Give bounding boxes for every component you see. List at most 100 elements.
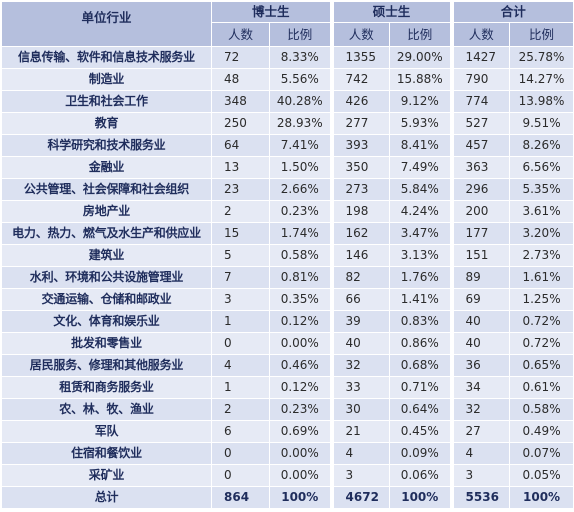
master-count-cell: 21 bbox=[329, 420, 391, 443]
total-ratio-cell: 9.51% bbox=[509, 112, 574, 135]
phd-ratio-cell: 1.74% bbox=[268, 222, 333, 245]
master-ratio-cell: 1.41% bbox=[389, 288, 453, 311]
total-ratio-cell: 3.20% bbox=[509, 222, 574, 245]
phd-count-cell: 0 bbox=[211, 442, 270, 465]
industry-cell: 军队 bbox=[1, 420, 212, 443]
master-ratio-cell: 0.86% bbox=[389, 332, 453, 355]
industry-cell: 文化、体育和娱乐业 bbox=[1, 310, 212, 333]
industry-cell: 金融业 bbox=[1, 156, 212, 179]
table-row: 住宿和餐饮业 0 0.00% 4 0.09% 4 0.07% bbox=[1, 442, 574, 465]
phd-ratio-cell: 0.23% bbox=[268, 398, 333, 421]
master-count-cell: 30 bbox=[329, 398, 391, 421]
master-count-cell: 350 bbox=[329, 156, 391, 179]
phd-ratio-cell: 8.33% bbox=[268, 46, 333, 69]
total-count-cell: 1427 bbox=[449, 46, 511, 69]
industry-cell: 交通运输、仓储和邮政业 bbox=[1, 288, 212, 311]
phd-ratio-cell: 0.23% bbox=[268, 200, 333, 223]
industry-cell: 租赁和商务服务业 bbox=[1, 376, 212, 399]
total-count-cell: 457 bbox=[449, 134, 511, 157]
industry-cell: 科学研究和技术服务业 bbox=[1, 134, 212, 157]
phd-ratio-cell: 40.28% bbox=[268, 90, 333, 113]
industry-cell: 水利、环境和公共设施管理业 bbox=[1, 266, 212, 289]
phd-count-cell: 2 bbox=[211, 398, 270, 421]
table-row: 制造业 48 5.56% 742 15.88% 790 14.27% bbox=[1, 68, 574, 91]
master-count-cell: 277 bbox=[329, 112, 391, 135]
phd-ratio-cell: 0.58% bbox=[268, 244, 333, 267]
total-ratio-cell: 13.98% bbox=[509, 90, 574, 113]
table-row: 农、林、牧、渔业 2 0.23% 30 0.64% 32 0.58% bbox=[1, 398, 574, 421]
total-ratio-cell: 1.25% bbox=[509, 288, 574, 311]
total-count-cell: 774 bbox=[449, 90, 511, 113]
table-row: 公共管理、社会保障和社会组织 23 2.66% 273 5.84% 296 5.35% bbox=[1, 178, 574, 201]
phd-count-cell: 0 bbox=[211, 332, 270, 355]
industry-cell: 卫生和社会工作 bbox=[1, 90, 212, 113]
master-count-cell: 82 bbox=[329, 266, 391, 289]
master-group-header: 硕士生 bbox=[329, 1, 453, 23]
total-count-cell: 527 bbox=[449, 112, 511, 135]
total-count-cell: 89 bbox=[449, 266, 511, 289]
table-row: 电力、热力、燃气及水生产和供应业 15 1.74% 162 3.47% 177 3.20% bbox=[1, 222, 574, 245]
master-ratio-header: 比例 bbox=[389, 22, 453, 47]
industry-cell: 信息传输、软件和信息技术服务业 bbox=[1, 46, 212, 69]
total-ratio-cell: 0.72% bbox=[509, 332, 574, 355]
master-count-cell: 32 bbox=[329, 354, 391, 377]
total-ratio-cell: 14.27% bbox=[509, 68, 574, 91]
industry-cell: 房地产业 bbox=[1, 200, 212, 223]
master-ratio-cell: 1.76% bbox=[389, 266, 453, 289]
master-count-cell: 33 bbox=[329, 376, 391, 399]
phd-group-header: 博士生 bbox=[210, 1, 333, 23]
phd-ratio-cell: 28.93% bbox=[268, 112, 333, 135]
table-body: 信息传输、软件和信息技术服务业 72 8.33% 1355 29.00% 1427 25.7… bbox=[1, 46, 574, 509]
table-row: 科学研究和技术服务业 64 7.41% 393 8.41% 457 8.26% bbox=[1, 134, 574, 157]
total-ratio-cell: 3.61% bbox=[509, 200, 574, 223]
total-ratio-cell: 0.72% bbox=[509, 310, 574, 333]
phd-ratio-cell: 0.12% bbox=[268, 310, 333, 333]
phd-count-cell: 13 bbox=[211, 156, 270, 179]
total-ratio-cell: 1.61% bbox=[509, 266, 574, 289]
master-count-cell: 146 bbox=[329, 244, 391, 267]
total-ratio-cell: 0.49% bbox=[509, 420, 574, 443]
total-count-cell: 151 bbox=[449, 244, 511, 267]
phd-ratio-cell: 0.00% bbox=[268, 332, 333, 355]
table-row: 教育 250 28.93% 277 5.93% 527 9.51% bbox=[1, 112, 574, 135]
total-count-cell: 3 bbox=[449, 464, 511, 487]
table-row: 建筑业 5 0.58% 146 3.13% 151 2.73% bbox=[1, 244, 574, 267]
master-count-cell: 40 bbox=[329, 332, 391, 355]
total-group-header: 合计 bbox=[449, 1, 574, 23]
master-ratio-cell: 15.88% bbox=[389, 68, 453, 91]
total-ratio-cell: 8.26% bbox=[509, 134, 574, 157]
master-count-cell: 39 bbox=[329, 310, 391, 333]
table-row: 采矿业 0 0.00% 3 0.06% 3 0.05% bbox=[1, 464, 574, 487]
total-count-cell: 40 bbox=[449, 332, 511, 355]
industry-cell: 总计 bbox=[1, 486, 212, 509]
master-count-cell: 742 bbox=[329, 68, 391, 91]
industry-cell: 建筑业 bbox=[1, 244, 212, 267]
total-ratio-cell: 100% bbox=[509, 486, 574, 509]
industry-cell: 居民服务、修理和其他服务业 bbox=[1, 354, 212, 377]
phd-ratio-header: 比例 bbox=[268, 22, 333, 47]
industry-cell: 采矿业 bbox=[1, 464, 212, 487]
master-ratio-cell: 3.13% bbox=[389, 244, 453, 267]
phd-ratio-cell: 7.41% bbox=[268, 134, 333, 157]
master-ratio-cell: 0.06% bbox=[389, 464, 453, 487]
phd-count-cell: 250 bbox=[211, 112, 270, 135]
phd-count-cell: 1 bbox=[211, 376, 270, 399]
master-ratio-cell: 0.45% bbox=[389, 420, 453, 443]
master-count-cell: 426 bbox=[329, 90, 391, 113]
total-count-cell: 790 bbox=[449, 68, 511, 91]
total-ratio-cell: 0.61% bbox=[509, 376, 574, 399]
total-count-cell: 177 bbox=[449, 222, 511, 245]
industry-column-header: 单位行业 bbox=[1, 1, 212, 47]
phd-ratio-cell: 5.56% bbox=[268, 68, 333, 91]
total-count-cell: 363 bbox=[449, 156, 511, 179]
master-ratio-cell: 7.49% bbox=[389, 156, 453, 179]
master-ratio-cell: 100% bbox=[389, 486, 453, 509]
total-row: 总计 864 100% 4672 100% 5536 100% bbox=[1, 486, 574, 509]
table-row: 租赁和商务服务业 1 0.12% 33 0.71% 34 0.61% bbox=[1, 376, 574, 399]
phd-ratio-cell: 2.66% bbox=[268, 178, 333, 201]
table-row: 水利、环境和公共设施管理业 7 0.81% 82 1.76% 89 1.61% bbox=[1, 266, 574, 289]
total-count-cell: 69 bbox=[449, 288, 511, 311]
total-count-cell: 34 bbox=[449, 376, 511, 399]
master-count-cell: 66 bbox=[329, 288, 391, 311]
